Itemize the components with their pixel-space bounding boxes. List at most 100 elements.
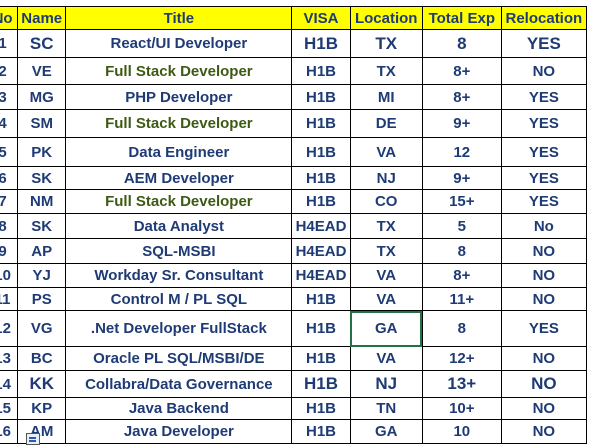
cell-visa[interactable]: H1B (291, 189, 351, 214)
cell-relocation[interactable]: YES (500, 310, 588, 347)
cell-exp[interactable]: 9+ (421, 166, 502, 190)
cell-visa[interactable]: H1B (291, 397, 351, 420)
cell-no[interactable]: 2 (0, 57, 19, 85)
cell-relocation[interactable]: NO (500, 263, 588, 288)
cell-location[interactable]: TX (349, 57, 423, 85)
cell-location[interactable]: DE (349, 109, 423, 138)
cell-title[interactable]: PHP Developer (65, 84, 293, 110)
cell-visa[interactable]: H1B (291, 137, 351, 167)
cell-location[interactable]: VA (349, 263, 423, 288)
cell-no[interactable]: 1 (0, 29, 19, 58)
cell-name[interactable]: KP (17, 397, 67, 420)
header-name[interactable]: Name (17, 6, 67, 30)
cell-name[interactable]: VE (17, 57, 67, 85)
cell-no[interactable]: 9 (0, 238, 19, 264)
cell-location[interactable]: NJ (349, 166, 423, 190)
cell-visa[interactable]: H1B (291, 419, 351, 444)
cell-relocation[interactable]: NO (500, 419, 588, 444)
cell-visa[interactable]: H1B (291, 166, 351, 190)
header-relocation[interactable]: Relocation (500, 6, 588, 30)
cell-title[interactable]: .Net Developer FullStack (65, 310, 293, 347)
cell-location-selected[interactable]: GA (349, 310, 423, 347)
cell-location[interactable]: VA (349, 287, 423, 311)
cell-no[interactable]: 10 (0, 263, 19, 288)
cell-visa[interactable]: H1B (291, 310, 351, 347)
cell-name[interactable]: KK (17, 370, 67, 398)
cell-name[interactable]: MG (17, 84, 67, 110)
cell-no[interactable]: 3 (0, 84, 19, 110)
cell-relocation[interactable]: NO (500, 346, 588, 371)
cell-exp[interactable]: 12 (421, 137, 502, 167)
cell-exp[interactable]: 12+ (421, 346, 502, 371)
cell-exp[interactable]: 10 (421, 419, 502, 444)
cell-location[interactable]: CO (349, 189, 423, 214)
cell-visa[interactable]: H4EAD (291, 238, 351, 264)
cell-exp[interactable]: 9+ (421, 109, 502, 138)
cell-name[interactable]: NM (17, 189, 67, 214)
cell-no[interactable]: 5 (0, 137, 19, 167)
cell-no[interactable]: 13 (0, 346, 19, 371)
cell-name[interactable]: SK (17, 213, 67, 239)
cell-visa[interactable]: H1B (291, 57, 351, 85)
cell-name[interactable]: PS (17, 287, 67, 311)
cell-visa[interactable]: H1B (291, 29, 351, 58)
cell-title[interactable]: Full Stack Developer (65, 57, 293, 85)
cell-location[interactable]: TX (349, 238, 423, 264)
cell-name[interactable]: SC (17, 29, 67, 58)
cell-title[interactable]: Data Analyst (65, 213, 293, 239)
cell-title[interactable]: Collabra/Data Governance (65, 370, 293, 398)
cell-no[interactable]: 11 (0, 287, 19, 311)
header-title[interactable]: Title (65, 6, 293, 30)
cell-relocation[interactable]: YES (500, 166, 588, 190)
cell-title[interactable]: Data Engineer (65, 137, 293, 167)
cell-relocation[interactable]: NO (500, 238, 588, 264)
cell-location[interactable]: TX (349, 29, 423, 58)
cell-visa[interactable]: H4EAD (291, 213, 351, 239)
cell-no[interactable]: 8 (0, 213, 19, 239)
cell-relocation[interactable]: NO (500, 397, 588, 420)
cell-exp[interactable]: 8+ (421, 57, 502, 85)
cell-visa[interactable]: H1B (291, 109, 351, 138)
cell-title[interactable]: Control M / PL SQL (65, 287, 293, 311)
cell-relocation[interactable]: YES (500, 137, 588, 167)
cell-location[interactable]: VA (349, 137, 423, 167)
header-total-exp[interactable]: Total Exp (421, 6, 502, 30)
cell-title[interactable]: Workday Sr. Consultant (65, 263, 293, 288)
cell-relocation[interactable]: YES (500, 109, 588, 138)
cell-exp[interactable]: 8 (421, 310, 502, 347)
cell-exp[interactable]: 13+ (421, 370, 502, 398)
cell-name[interactable]: SK (17, 166, 67, 190)
cell-title[interactable]: React/UI Developer (65, 29, 293, 58)
cell-location[interactable]: NJ (349, 370, 423, 398)
cell-no[interactable]: 16 (0, 419, 19, 444)
cell-title[interactable]: Oracle PL SQL/MSBI/DE (65, 346, 293, 371)
cell-exp[interactable]: 15+ (421, 189, 502, 214)
cell-exp[interactable]: 8 (421, 29, 502, 58)
cell-no[interactable]: 4 (0, 109, 19, 138)
cell-no[interactable]: 6 (0, 166, 19, 190)
cell-no[interactable]: 15 (0, 397, 19, 420)
cell-exp[interactable]: 8+ (421, 263, 502, 288)
cell-title[interactable]: Java Developer (65, 419, 293, 444)
cell-title[interactable]: AEM Developer (65, 166, 293, 190)
cell-location[interactable]: TN (349, 397, 423, 420)
cell-location[interactable]: MI (349, 84, 423, 110)
cell-relocation[interactable]: YES (500, 189, 588, 214)
cell-name[interactable]: VG (17, 310, 67, 347)
cell-exp[interactable]: 10+ (421, 397, 502, 420)
cell-exp[interactable]: 5 (421, 213, 502, 239)
cell-relocation[interactable]: NO (500, 57, 588, 85)
cell-title[interactable]: Full Stack Developer (65, 109, 293, 138)
cell-name[interactable]: YJ (17, 263, 67, 288)
cell-exp[interactable]: 8+ (421, 84, 502, 110)
cell-name[interactable]: SM (17, 109, 67, 138)
cell-title[interactable]: Full Stack Developer (65, 189, 293, 214)
cell-relocation[interactable]: NO (500, 287, 588, 311)
cell-visa[interactable]: H1B (291, 370, 351, 398)
cell-visa[interactable]: H1B (291, 84, 351, 110)
cell-name[interactable]: PK (17, 137, 67, 167)
paste-options-icon[interactable] (26, 433, 40, 445)
cell-relocation[interactable]: NO (500, 370, 588, 398)
cell-name[interactable]: AP (17, 238, 67, 264)
cell-title[interactable]: Java Backend (65, 397, 293, 420)
